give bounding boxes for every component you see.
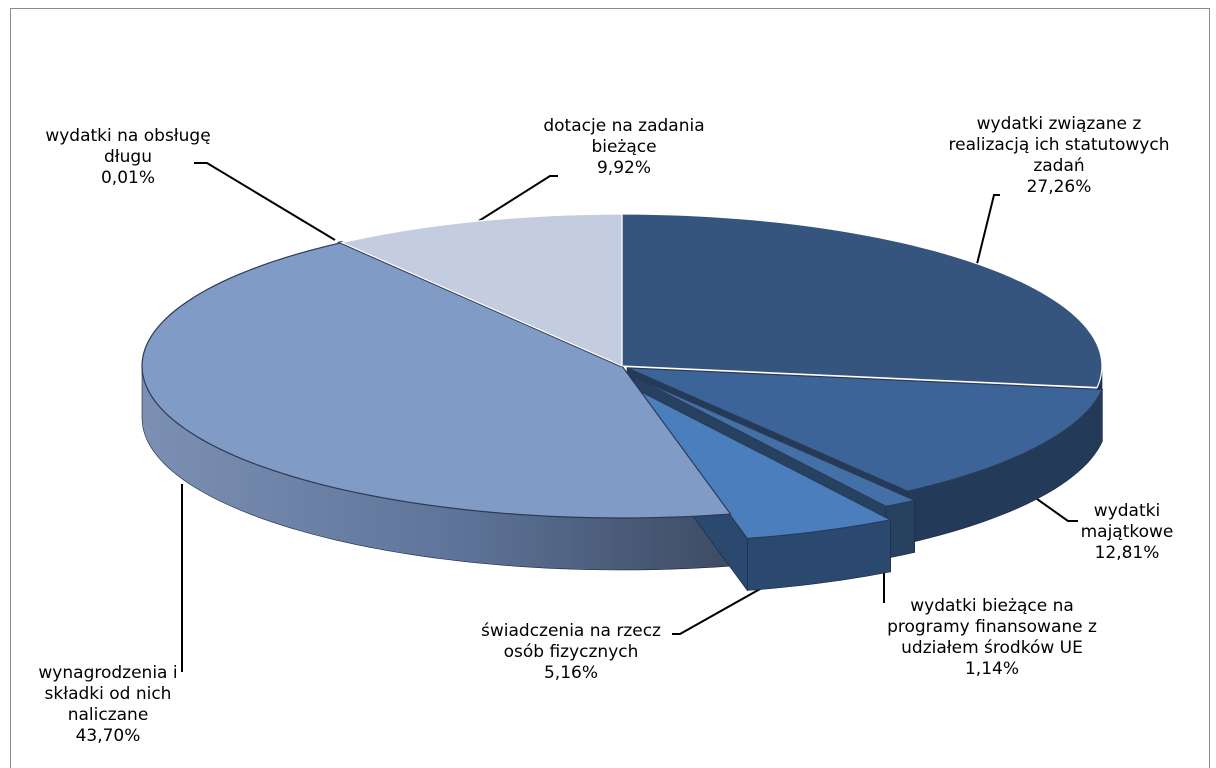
label-obsluga-dlugu: wydatki na obsługę długu 0,01% (8, 126, 248, 189)
chart-frame (10, 8, 1210, 768)
label-ue: wydatki bieżące na programy finansowane … (872, 596, 1112, 680)
slice-label: wydatki na obsługę długu (45, 126, 211, 167)
leader-lines (181, 162, 1078, 672)
leader-line (473, 175, 558, 225)
slice-label: wydatki bieżące na programy finansowane … (887, 596, 1097, 658)
pie-slice (633, 376, 917, 508)
slice-label: świadczenia na rzecz osób fizycznych (481, 621, 661, 662)
pie-slice (141, 242, 732, 519)
leader-line (194, 162, 336, 241)
pie-slice (638, 389, 893, 540)
pie-slice (339, 213, 623, 367)
pie-slice (626, 367, 1104, 492)
slice-percent: 5,16% (543, 663, 598, 683)
slice-percent: 1,14% (964, 659, 1019, 679)
slice-percent: 43,70% (75, 726, 141, 746)
slice-label: dotacje na zadania bieżące (543, 116, 705, 157)
label-statutowe: wydatki związane z realizacją ich statut… (924, 114, 1194, 198)
label-majatkowe: wydatki majątkowe 12,81% (1052, 501, 1202, 564)
slice-percent: 9,92% (596, 158, 651, 178)
pie-slice (621, 213, 1103, 389)
label-wynagrodzenia: wynagrodzenia i składki od nich naliczan… (8, 663, 208, 747)
leader-line (1029, 493, 1078, 522)
slice-percent: 0,01% (100, 168, 155, 188)
leader-line (975, 194, 1000, 269)
label-swiadczenia: świadczenia na rzecz osób fizycznych 5,1… (466, 621, 676, 684)
slice-percent: 27,26% (1026, 177, 1092, 197)
slice-label: wynagrodzenia i składki od nich naliczan… (38, 663, 178, 725)
slice-label: wydatki związane z realizacją ich statut… (948, 114, 1170, 176)
label-dotacje: dotacje na zadania bieżące 9,92% (494, 116, 754, 179)
pie-chart (141, 162, 1104, 672)
slice-percent: 12,81% (1094, 543, 1160, 563)
slice-label: wydatki majątkowe (1080, 501, 1174, 542)
